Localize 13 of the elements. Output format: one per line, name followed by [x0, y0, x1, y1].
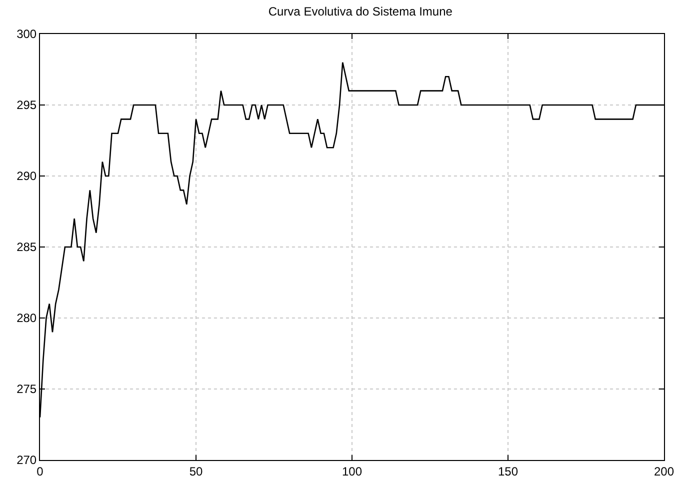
y-tick-label: 290 — [16, 169, 37, 184]
x-tick-label: 100 — [342, 464, 362, 478]
chart-title: Curva Evolutiva do Sistema Imune — [268, 4, 453, 19]
x-tick-label: 0 — [36, 464, 44, 478]
y-tick-label: 300 — [16, 27, 37, 42]
y-tick-label: 280 — [16, 311, 37, 326]
x-tick-label: 50 — [189, 464, 203, 478]
y-tick-label: 275 — [16, 382, 37, 396]
y-tick-label: 295 — [16, 98, 37, 112]
y-tick-label: 285 — [16, 240, 37, 254]
x-tick-label: 200 — [654, 464, 674, 478]
y-tick-label: 270 — [16, 453, 37, 468]
x-tick-label: 150 — [498, 464, 518, 478]
